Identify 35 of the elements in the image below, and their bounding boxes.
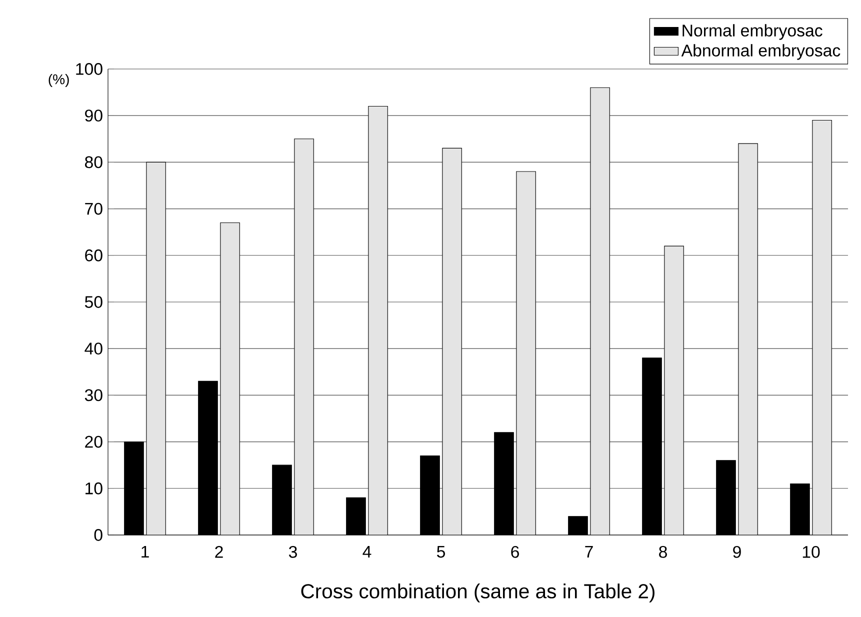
bar — [812, 120, 832, 535]
bar — [664, 246, 684, 535]
bar — [368, 106, 388, 535]
x-axis-title: Cross combination (same as in Table 2) — [301, 584, 654, 602]
bar — [294, 138, 314, 535]
y-tick-label: 80 — [85, 156, 102, 168]
x-tick-label: 3 — [288, 546, 297, 558]
y-tick-label: 40 — [84, 342, 102, 355]
y-tick-label: 100 — [76, 63, 102, 75]
y-tick-label: 50 — [84, 296, 102, 308]
bar — [220, 222, 240, 535]
y-tick-label: 10 — [86, 482, 102, 494]
bar — [738, 144, 758, 535]
bar — [442, 148, 462, 535]
x-tick-label: 5 — [437, 546, 445, 558]
x-tick-label: 6 — [511, 546, 519, 558]
x-tick-label: 9 — [733, 546, 741, 558]
y-tick-label: 0 — [94, 529, 102, 541]
y-tick-label: 60 — [85, 249, 102, 262]
x-tick-label: 4 — [362, 546, 372, 558]
y-tick-label: 90 — [85, 110, 102, 122]
bar — [146, 162, 166, 535]
x-tick-label: 1 — [142, 546, 149, 558]
x-tick-label: 7 — [585, 546, 593, 558]
legend-label: Abnormal embryosac — [681, 44, 840, 60]
y-tick-label: 70 — [85, 202, 102, 215]
legend-label: Normal embryosac — [682, 24, 822, 40]
y-axis-title: (%) — [48, 74, 69, 88]
x-tick-label: 8 — [659, 546, 667, 558]
x-tick-label: 2 — [215, 546, 223, 558]
bar — [590, 88, 610, 535]
y-tick-label: 20 — [85, 436, 102, 448]
y-tick-label: 30 — [84, 389, 102, 402]
x-tick-label: 10 — [802, 546, 820, 558]
bar — [516, 172, 536, 535]
